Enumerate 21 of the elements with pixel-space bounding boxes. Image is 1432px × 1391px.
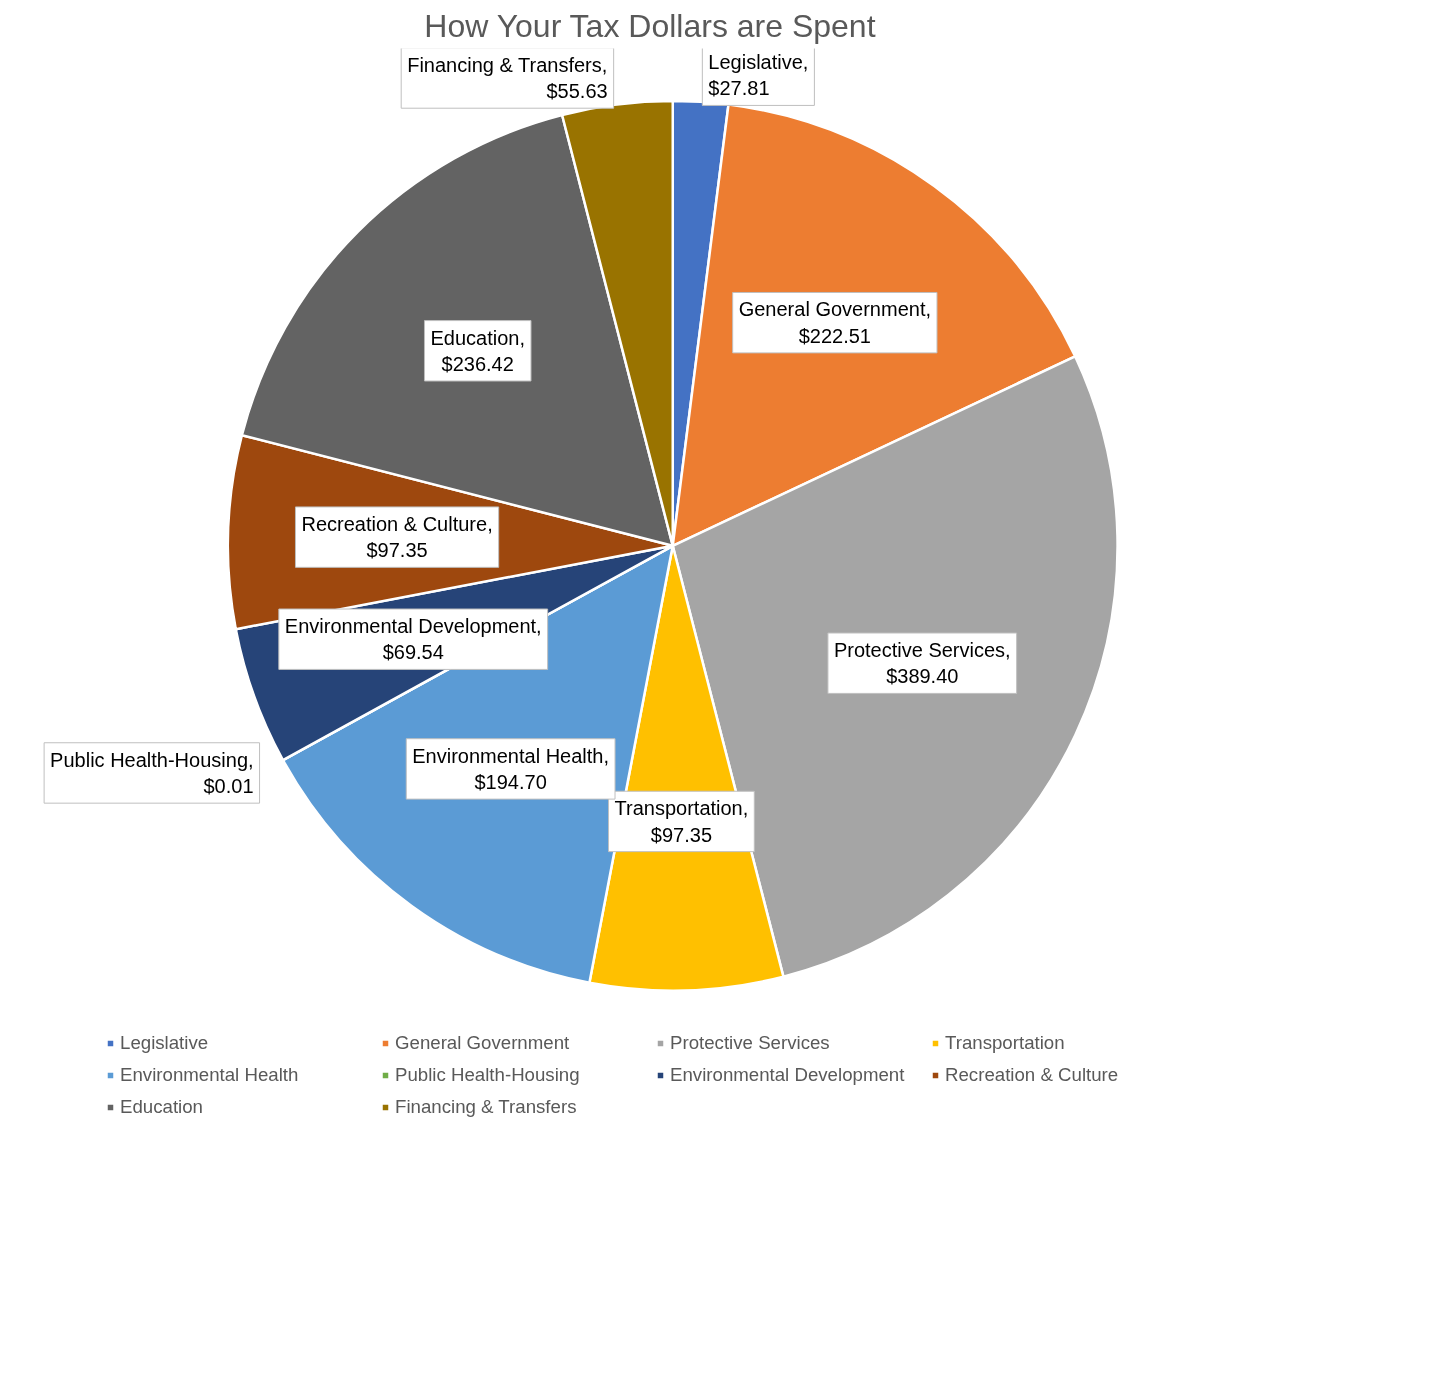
data-label: Education, $236.42 — [430, 326, 525, 375]
data-label: Legislative, $27.81 — [708, 51, 809, 100]
data-label: Protective Services, $389.40 — [833, 639, 1011, 688]
legend-label: Protective Services — [670, 1032, 831, 1054]
data-label: Environmental Health, $194.70 — [412, 744, 610, 794]
legend-label: Recreation & Culture — [945, 1064, 1120, 1086]
legend-label: Financing & Transfers — [395, 1096, 578, 1118]
legend-label: Public Health-Housing — [395, 1064, 581, 1086]
data-label: Transportation, $97.35 — [614, 797, 749, 846]
legend-label: Environmental Health — [120, 1064, 300, 1086]
legend-label: Environmental Development — [670, 1064, 906, 1086]
data-label: General Government, $222.51 — [738, 298, 932, 347]
legend-label: Transportation — [945, 1032, 1066, 1054]
data-label: Recreation & Culture, $97.35 — [301, 512, 493, 562]
legend-label: Legislative — [120, 1032, 210, 1054]
legend-label: General Government — [395, 1032, 571, 1054]
data-label: Public Health-Housing, $0.01 — [50, 748, 254, 798]
data-label: Environmental Development, $69.54 — [284, 615, 542, 664]
chart-title: How Your Tax Dollars are Spent — [424, 7, 876, 44]
data-label: Financing & Transfers, $55.63 — [407, 53, 608, 103]
legend-label: Education — [120, 1096, 204, 1118]
